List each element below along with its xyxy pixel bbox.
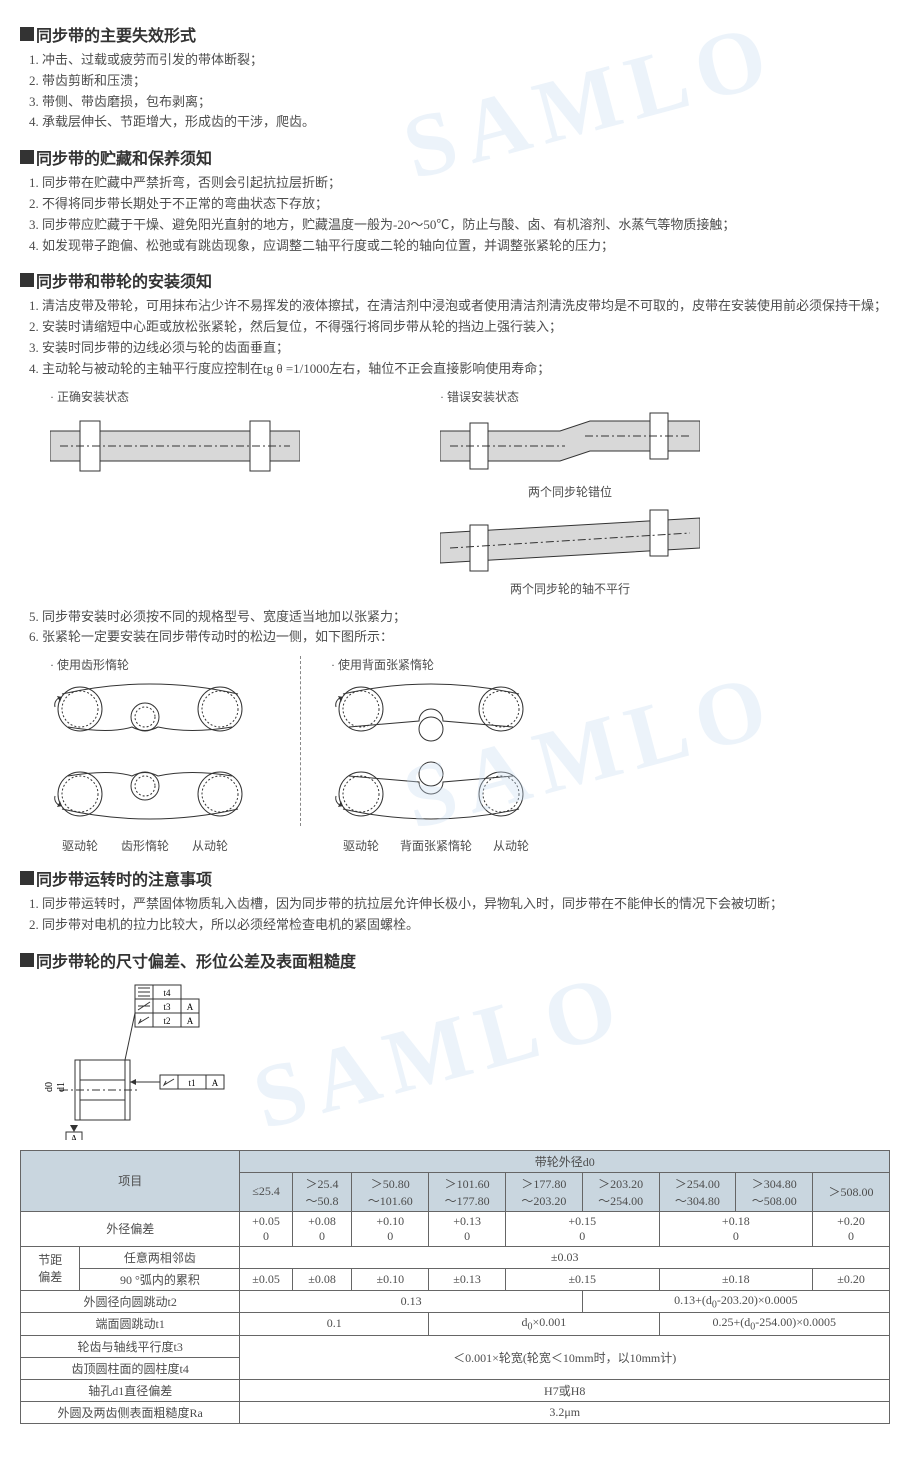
section3-title: 同步带和带轮的安装须知 [20, 268, 890, 292]
svg-text:A: A [70, 1134, 78, 1140]
svg-text:d0: d0 [44, 1082, 55, 1092]
th-range: ＞25.4 ～50.8 [292, 1172, 352, 1211]
table-row: 轮齿与轴线平行度t3 ＜0.001×轮宽(轮宽＜10mm时，以10mm计) [21, 1335, 890, 1357]
table-row: 外圆及两齿侧表面粗糙度Ra 3.2μm [21, 1401, 890, 1423]
s3-item: 张紧轮一定要安装在同步带传动时的松边一侧，如下图所示： [42, 627, 890, 648]
s3-item: 主动轮与被动轮的主轴平行度应控制在tg θ =1/1000左右，轴位不正会直接影… [42, 359, 890, 380]
th-range: ＞101.60 ～177.80 [429, 1172, 506, 1211]
s1-item: 承载层伸长、节距增大，形成齿的干涉，爬齿。 [42, 112, 890, 133]
th-range: ＞177.80 ～203.20 [505, 1172, 582, 1211]
table-row: 外圆径向圆跳动t2 0.13 0.13+(d0-203.20)×0.0005 [21, 1290, 890, 1312]
wrong-install-diagram-2 [440, 508, 700, 578]
table-row: 90 °弧内的累积 ±0.05±0.08±0.10±0.13 ±0.15±0.1… [21, 1268, 890, 1290]
section2-title: 同步带的贮藏和保养须知 [20, 145, 890, 169]
idler-divider [300, 656, 301, 826]
s1-item: 带齿剪断和压溃； [42, 71, 890, 92]
svg-text:t3: t3 [163, 1002, 171, 1012]
th-project: 项目 [21, 1150, 240, 1211]
section1-title: 同步带的主要失效形式 [20, 22, 890, 46]
wrong-caption-2: 两个同步轮的轴不平行 [440, 580, 700, 597]
tolerance-diagram: A t4 t3 A t2 A t1 A d0 d1 [40, 980, 240, 1140]
th-diameter: 带轮外径d0 [240, 1150, 890, 1172]
th-range: ＞254.00 ～304.80 [659, 1172, 736, 1211]
s2-item: 同步带在贮藏中严禁折弯，否则会引起抗拉层折断； [42, 173, 890, 194]
idler-right-label: · 使用背面张紧惰轮 [331, 656, 551, 673]
s2-item: 如发现带子跑偏、松弛或有跳齿现象，应调整二轴平行度或二轮的轴向位置，并调整张紧轮… [42, 236, 890, 257]
section5-title: 同步带轮的尺寸偏差、形位公差及表面粗糙度 [20, 948, 890, 972]
wrong-label: · 错误安装状态 [440, 388, 700, 405]
section4-list: 同步带运转时，严禁固体物质轧入齿槽，因为同步带的抗拉层允许伸长极小，异物轧入时，… [20, 894, 890, 936]
svg-text:d1: d1 [56, 1082, 67, 1092]
svg-text:A: A [187, 1002, 194, 1012]
s3-item: 安装时请缩短中心距或放松张紧轮，然后复位，不得强行将同步带从轮的挡边上强行装入； [42, 317, 890, 338]
section4-title: 同步带运转时的注意事项 [20, 866, 890, 890]
wrong-caption-1: 两个同步轮错位 [440, 483, 700, 500]
correct-install-diagram [50, 411, 300, 481]
svg-text:t2: t2 [163, 1016, 170, 1026]
s4-item: 同步带运转时，严禁固体物质轧入齿槽，因为同步带的抗拉层允许伸长极小，异物轧入时，… [42, 894, 890, 915]
th-range: ≤25.4 [240, 1172, 292, 1211]
idler-left-wheel-labels: 驱动轮 齿形惰轮 从动轮 [50, 837, 270, 854]
s2-item: 同步带应贮藏于干燥、避免阳光直射的地方，贮藏温度一般为-20～50℃，防止与酸、… [42, 215, 890, 236]
th-range: ＞203.20 ～254.00 [582, 1172, 659, 1211]
s2-item: 不得将同步带长期处于不正常的弯曲状态下存放； [42, 194, 890, 215]
svg-text:t4: t4 [163, 988, 171, 998]
section2-list: 同步带在贮藏中严禁折弯，否则会引起抗拉层折断； 不得将同步带长期处于不正常的弯曲… [20, 173, 890, 256]
s3-item: 清洁皮带及带轮，可用抹布沾少许不易挥发的液体擦拭，在清洁剂中浸泡或者使用清洁剂清… [42, 296, 890, 317]
idler-left-label: · 使用齿形惰轮 [50, 656, 270, 673]
s1-item: 冲击、过载或疲劳而引发的带体断裂； [42, 50, 890, 71]
table-row: 端面圆跳动t1 0.1 d0×0.001 0.25+(d0-254.00)×0.… [21, 1313, 890, 1335]
tolerance-table: 项目 带轮外径d0 ≤25.4 ＞25.4 ～50.8 ＞50.80 ～101.… [20, 1150, 890, 1424]
th-range: ＞50.80 ～101.60 [352, 1172, 429, 1211]
table-row: 外径偏差 +0.050 +0.080 +0.100 +0.130 +0.150 … [21, 1211, 890, 1246]
section3-list-56: 同步带安装时必须按不同的规格型号、宽度适当地加以张紧力； 张紧轮一定要安装在同步… [20, 607, 890, 649]
s3-item: 安装时同步带的边线必须与轮的齿面垂直； [42, 338, 890, 359]
s1-item: 带侧、带齿磨损，包布剥离； [42, 92, 890, 113]
svg-text:A: A [187, 1016, 194, 1026]
table-row: 轴孔d1直径偏差 H7或H8 [21, 1379, 890, 1401]
correct-label: · 正确安装状态 [50, 388, 300, 405]
th-range: ＞304.80 ～508.00 [736, 1172, 813, 1211]
th-range: ＞508.00 [813, 1172, 890, 1211]
gear-idler-diagram [50, 679, 270, 829]
back-idler-diagram [331, 679, 551, 829]
wrong-install-diagram-1 [440, 411, 700, 481]
idler-right-wheel-labels: 驱动轮 背面张紧惰轮 从动轮 [331, 837, 551, 854]
svg-text:t1: t1 [188, 1078, 195, 1088]
s4-item: 同步带对电机的拉力比较大，所以必须经常检查电机的紧固螺栓。 [42, 915, 890, 936]
section3-list: 清洁皮带及带轮，可用抹布沾少许不易挥发的液体擦拭，在清洁剂中浸泡或者使用清洁剂清… [20, 296, 890, 379]
svg-text:A: A [212, 1078, 219, 1088]
section1-list: 冲击、过载或疲劳而引发的带体断裂； 带齿剪断和压溃； 带侧、带齿磨损，包布剥离；… [20, 50, 890, 133]
s3-item: 同步带安装时必须按不同的规格型号、宽度适当地加以张紧力； [42, 607, 890, 628]
